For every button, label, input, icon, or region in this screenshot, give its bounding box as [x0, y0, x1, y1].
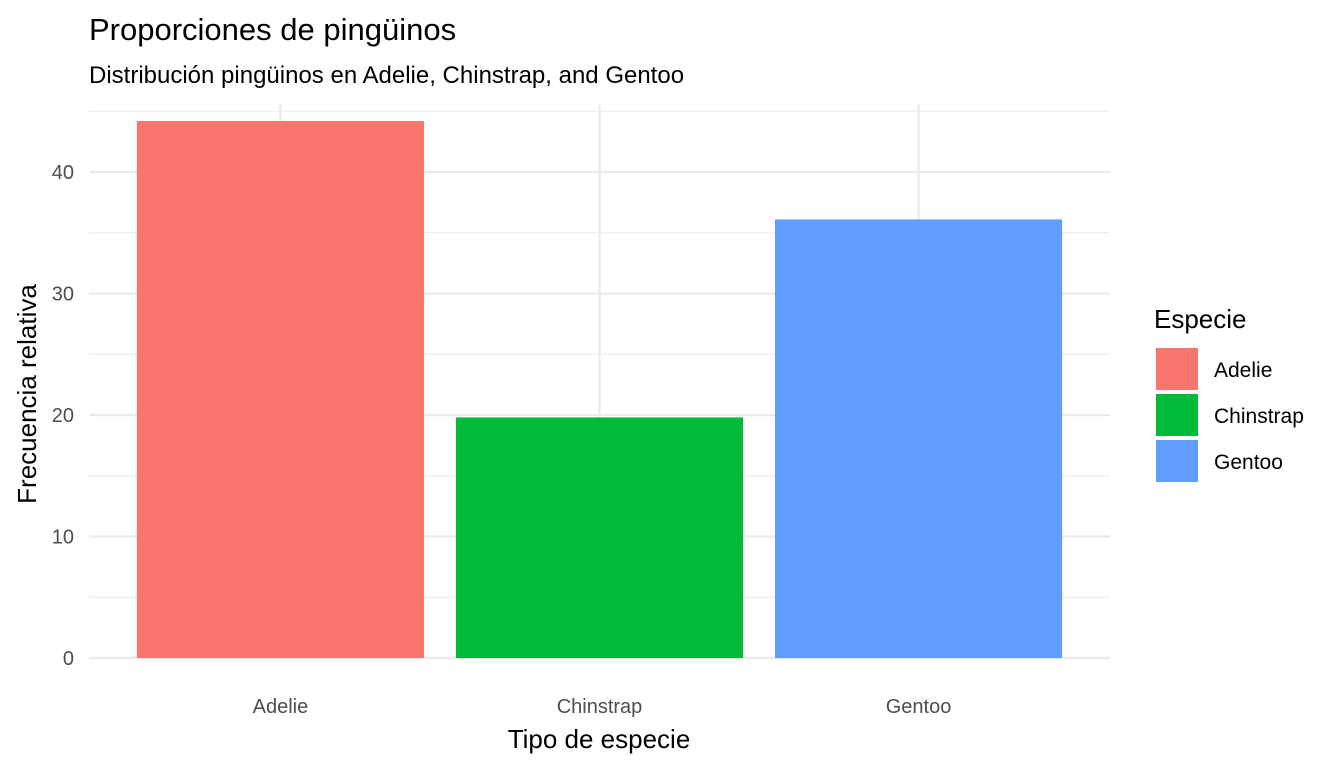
x-tick-label: Chinstrap: [557, 696, 643, 718]
y-tick-label: 20: [52, 405, 74, 427]
x-tick-label: Gentoo: [886, 696, 952, 718]
legend-label: Chinstrap: [1214, 405, 1304, 428]
legend-label: Adelie: [1214, 359, 1272, 382]
bar-gentoo: [774, 219, 1063, 658]
bars: [136, 121, 1063, 658]
legend-label: Gentoo: [1214, 451, 1283, 474]
bar-chinstrap: [455, 417, 744, 658]
legend-key: [1156, 440, 1198, 482]
y-tick-label: 40: [52, 162, 74, 184]
legend-key: [1156, 348, 1198, 390]
bar-adelie: [136, 121, 425, 658]
y-tick-label: 30: [52, 284, 74, 306]
x-tick-label: Adelie: [253, 696, 309, 718]
legend: Especie Adelie Chinstrap Gentoo: [1154, 304, 1304, 482]
chart-subtitle: Distribución pingüinos en Adelie, Chinst…: [89, 62, 684, 89]
x-axis-title: Tipo de especie: [508, 724, 691, 754]
y-tick-label: 0: [63, 648, 74, 670]
chart-title: Proporciones de pingüinos: [89, 12, 456, 47]
y-axis-title: Frecuencia relativa: [12, 284, 42, 504]
y-tick-labels: 0 10 20 30 40: [52, 162, 74, 670]
legend-key: [1156, 394, 1198, 436]
y-tick-label: 10: [52, 527, 74, 549]
x-tick-labels: Adelie Chinstrap Gentoo: [253, 696, 952, 718]
legend-title: Especie: [1154, 304, 1247, 334]
legend-items: Adelie Chinstrap Gentoo: [1156, 348, 1304, 482]
